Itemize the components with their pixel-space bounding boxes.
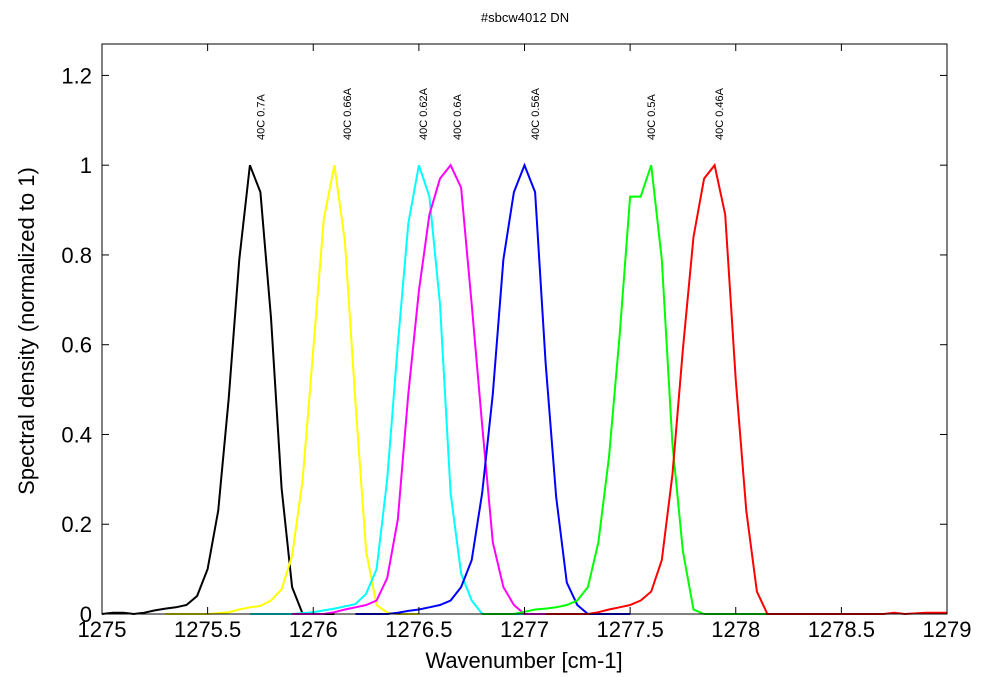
series-line-1 xyxy=(165,165,419,615)
series-line-0 xyxy=(101,164,335,616)
peak-label-6: 40C 0.46A xyxy=(714,87,726,140)
y-tick-label: 1.2 xyxy=(61,63,92,88)
x-tick-label: 1275 xyxy=(78,617,127,642)
y-tick-label: 0 xyxy=(80,602,92,627)
x-axis: 1275 1275.5 1276 1276.5 1277 1277.5 1278 1278.5… xyxy=(78,44,972,642)
y-tick-label: 0.4 xyxy=(61,422,92,447)
y-tick-label: 0.6 xyxy=(61,333,92,358)
y-tick-label: 0.8 xyxy=(61,243,92,268)
x-tick-label: 1276 xyxy=(289,617,338,642)
y-axis-label: Spectral density (normalized to 1) xyxy=(14,167,39,495)
peak-label-4: 40C 0.56A xyxy=(530,87,542,140)
series-line-6 xyxy=(545,162,947,616)
peak-label-2: 40C 0.62A xyxy=(418,87,430,140)
x-tick-label: 1279 xyxy=(923,617,972,642)
chart-title: #sbcw4012 DN xyxy=(481,10,569,25)
peak-label-1: 40C 0.66A xyxy=(342,87,354,140)
x-tick-label: 1276.5 xyxy=(385,617,452,642)
y-axis: 0 0.2 0.4 0.6 0.8 1 1.2 xyxy=(61,63,947,627)
x-tick-label: 1278 xyxy=(711,617,760,642)
series-line-4 xyxy=(355,162,631,615)
x-tick-label: 1277.5 xyxy=(596,617,663,642)
plot-lines xyxy=(101,162,947,616)
series-line-5 xyxy=(482,164,842,615)
x-tick-label: 1278.5 xyxy=(808,617,875,642)
peak-label-5: 40C 0.5A xyxy=(646,93,658,140)
y-tick-label: 0.2 xyxy=(61,512,92,537)
peak-label-0: 40C 0.7A xyxy=(255,93,267,140)
plot-frame xyxy=(101,43,948,615)
series-line-2 xyxy=(249,164,525,615)
y-tick-label: 1 xyxy=(80,153,92,178)
peak-label-3: 40C 0.6A xyxy=(452,93,464,140)
peak-labels: 40C 0.7A 40C 0.66A 40C 0.62A 40C 0.6A 40C 0.… xyxy=(255,87,726,140)
x-tick-label: 1275.5 xyxy=(174,617,241,642)
x-tick-label: 1277 xyxy=(500,617,549,642)
x-axis-label: Wavenumber [cm-1] xyxy=(425,648,622,673)
series-line-3 xyxy=(292,163,567,615)
